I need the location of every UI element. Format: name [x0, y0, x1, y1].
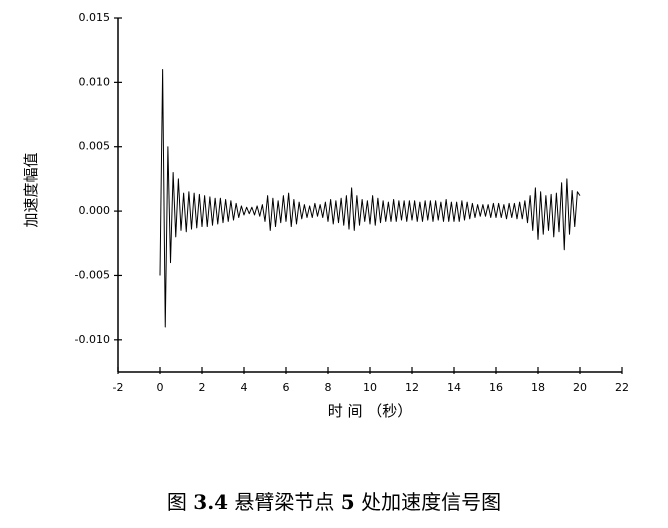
x-axis-label: 时 间 （秒）: [328, 402, 413, 420]
x-tick-label: 4: [241, 381, 248, 394]
y-tick-label: 0.015: [79, 11, 111, 24]
y-tick-label: 0.005: [79, 140, 111, 153]
y-tick-label: 0.000: [79, 204, 111, 217]
caption-part: 处加速度信号图: [355, 490, 501, 514]
y-tick-label: 0.010: [79, 75, 111, 88]
x-tick-label: 22: [615, 381, 629, 394]
y-axis-label: 加速度幅值: [22, 152, 40, 227]
x-tick-label: 20: [573, 381, 587, 394]
caption-part: 图: [167, 490, 193, 514]
x-tick-label: 0: [157, 381, 164, 394]
x-tick-label: -2: [113, 381, 124, 394]
caption-part: 5: [341, 490, 355, 514]
x-tick-label: 6: [283, 381, 290, 394]
y-tick-label: -0.010: [75, 333, 110, 346]
caption: 图 3.4 悬臂梁节点 5 处加速度信号图: [167, 490, 501, 514]
caption-part: 3.4: [193, 490, 228, 514]
y-tick-label: -0.005: [75, 268, 110, 281]
x-tick-label: 12: [405, 381, 419, 394]
x-tick-label: 10: [363, 381, 377, 394]
x-tick-label: 16: [489, 381, 503, 394]
caption-part: 悬臂梁节点: [228, 490, 341, 514]
x-tick-label: 14: [447, 381, 461, 394]
x-tick-label: 18: [531, 381, 545, 394]
x-tick-label: 2: [199, 381, 206, 394]
x-tick-label: 8: [325, 381, 332, 394]
signal-line: [159, 68, 581, 328]
